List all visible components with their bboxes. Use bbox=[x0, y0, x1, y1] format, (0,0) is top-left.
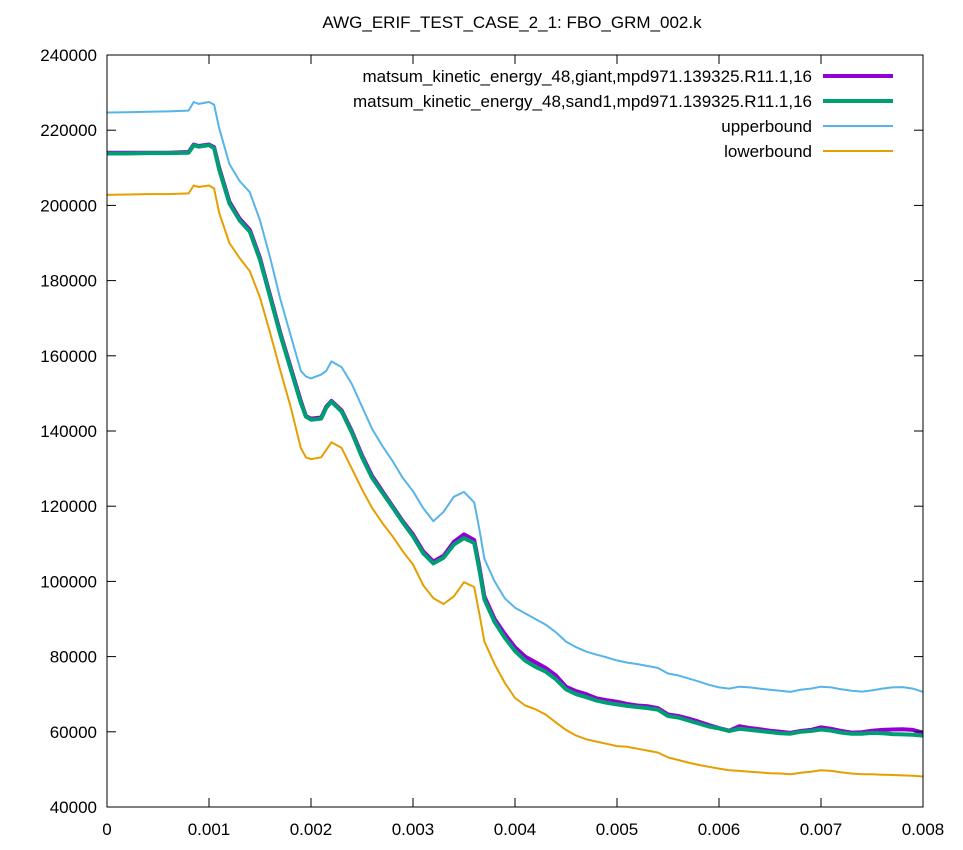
legend-label: upperbound bbox=[721, 117, 812, 136]
legend-label: lowerbound bbox=[724, 142, 812, 161]
series-line-3 bbox=[107, 184, 923, 778]
x-tick-label: 0.001 bbox=[188, 820, 231, 839]
y-tick-label: 220000 bbox=[40, 121, 97, 140]
series-line-1 bbox=[107, 143, 923, 738]
x-tick-label: 0.007 bbox=[800, 820, 843, 839]
y-tick-label: 60000 bbox=[50, 723, 97, 742]
y-tick-label: 120000 bbox=[40, 497, 97, 516]
legend: matsum_kinetic_energy_48,giant,mpd971.13… bbox=[353, 67, 893, 161]
series-line-2 bbox=[107, 101, 923, 693]
y-tick-label: 140000 bbox=[40, 422, 97, 441]
x-tick-label: 0.008 bbox=[902, 820, 945, 839]
axis-layer: 0 0.001 0.002 0.003 0.004 0.005 0.006 0.007 0.00… bbox=[40, 46, 944, 839]
x-tick-label: 0 bbox=[102, 820, 111, 839]
x-tick-label: 0.005 bbox=[596, 820, 639, 839]
x-tick-label: 0.003 bbox=[392, 820, 435, 839]
y-tick-label: 40000 bbox=[50, 798, 97, 817]
legend-label: matsum_kinetic_energy_48,giant,mpd971.13… bbox=[362, 67, 812, 86]
legend-label: matsum_kinetic_energy_48,sand1,mpd971.13… bbox=[353, 92, 812, 111]
y-tick-label: 200000 bbox=[40, 196, 97, 215]
y-tick-label: 240000 bbox=[40, 46, 97, 65]
x-tick-label: 0.002 bbox=[290, 820, 333, 839]
y-tick-label: 80000 bbox=[50, 648, 97, 667]
y-tick-label: 180000 bbox=[40, 272, 97, 291]
y-tick-label: 100000 bbox=[40, 572, 97, 591]
y-tick-label: 160000 bbox=[40, 347, 97, 366]
x-tick-label: 0.004 bbox=[494, 820, 537, 839]
chart-title: AWG_ERIF_TEST_CASE_2_1: FBO_GRM_002.k bbox=[322, 13, 702, 32]
x-tick-label: 0.006 bbox=[698, 820, 741, 839]
series-layer bbox=[107, 101, 923, 778]
